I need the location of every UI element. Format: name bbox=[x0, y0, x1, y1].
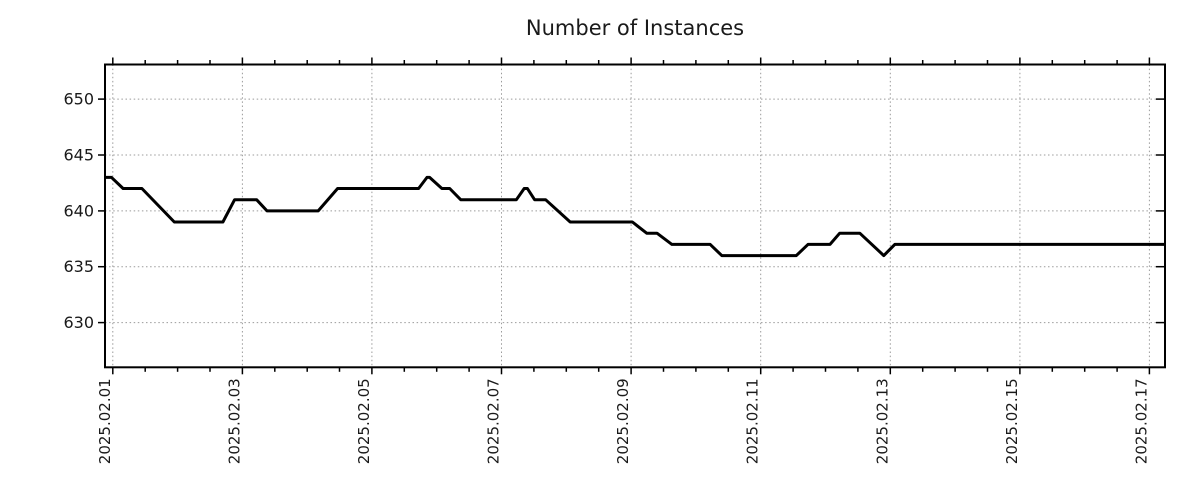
chart-title: Number of Instances bbox=[525, 16, 745, 40]
svg-text:2025.02.15: 2025.02.15 bbox=[1003, 378, 1021, 464]
svg-text:2025.02.05: 2025.02.05 bbox=[355, 378, 373, 464]
svg-text:635: 635 bbox=[63, 257, 94, 276]
svg-text:645: 645 bbox=[63, 146, 94, 165]
svg-text:2025.02.07: 2025.02.07 bbox=[485, 378, 503, 464]
instances-series-line bbox=[105, 175, 1165, 258]
svg-text:2025.02.11: 2025.02.11 bbox=[744, 378, 762, 464]
svg-text:2025.02.01: 2025.02.01 bbox=[96, 378, 114, 464]
svg-text:2025.02.13: 2025.02.13 bbox=[873, 378, 891, 464]
grid-lines bbox=[105, 64, 1165, 368]
axis-ticks bbox=[98, 57, 1165, 375]
svg-text:2025.02.09: 2025.02.09 bbox=[614, 378, 632, 464]
svg-text:650: 650 bbox=[63, 90, 94, 109]
svg-text:2025.02.17: 2025.02.17 bbox=[1132, 378, 1150, 464]
axis-tick-labels: 650 645 640 635 630 2025.02.01 2025.02.03 2025.… bbox=[63, 90, 1150, 465]
plot-frame bbox=[104, 63, 1166, 369]
svg-text:630: 630 bbox=[63, 313, 94, 332]
svg-text:2025.02.03: 2025.02.03 bbox=[225, 378, 243, 464]
svg-text:640: 640 bbox=[63, 201, 94, 220]
